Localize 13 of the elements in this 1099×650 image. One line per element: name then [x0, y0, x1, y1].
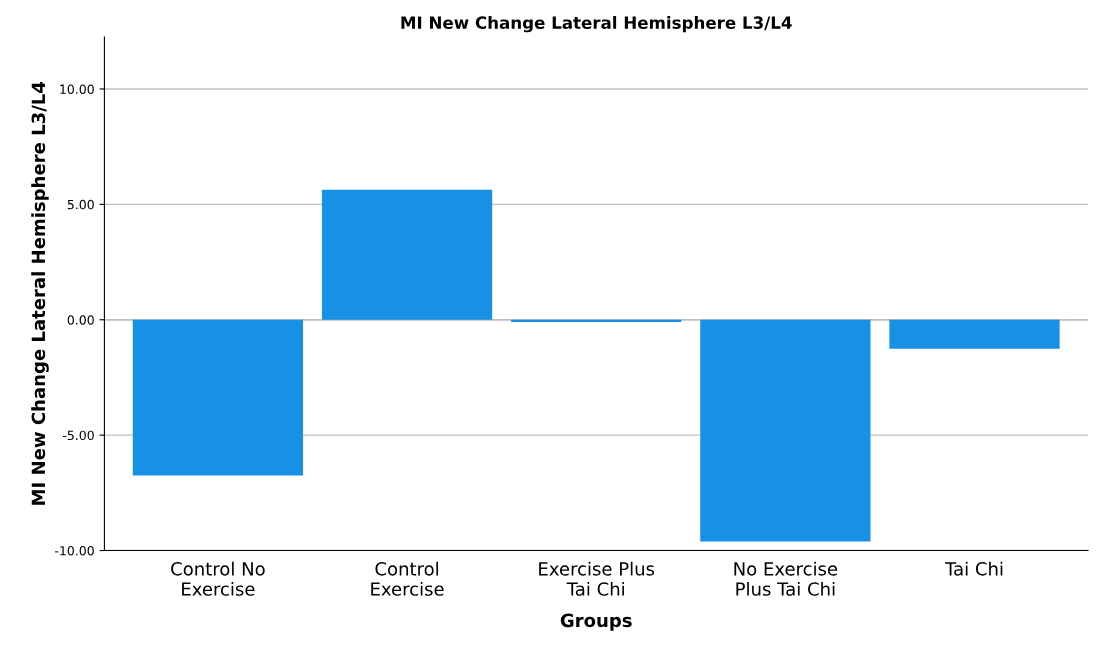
- y-tick-label: 5.00: [67, 199, 94, 210]
- x-tick-label: Control No Exercise: [171, 561, 265, 596]
- x-tick-label: Exercise Plus Tai Chi: [539, 561, 655, 596]
- y-axis-title: MI New Change Lateral Hemisphere L3/L4: [31, 81, 49, 505]
- x-tick-label: No Exercise Plus Tai Chi: [734, 561, 838, 596]
- chart-title: MI New Change Lateral Hemisphere L3/L4: [401, 16, 792, 33]
- x-axis-title: Groups: [560, 613, 632, 631]
- y-tick-label: -10.00: [55, 546, 94, 556]
- y-tick-label: 10.00: [60, 84, 94, 94]
- x-tick-label: Tai Chi: [945, 561, 1003, 576]
- x-tick-label: Control Exercise: [371, 561, 444, 596]
- y-tick-label: -5.00: [62, 430, 94, 441]
- y-tick-label: 0.00: [67, 315, 94, 325]
